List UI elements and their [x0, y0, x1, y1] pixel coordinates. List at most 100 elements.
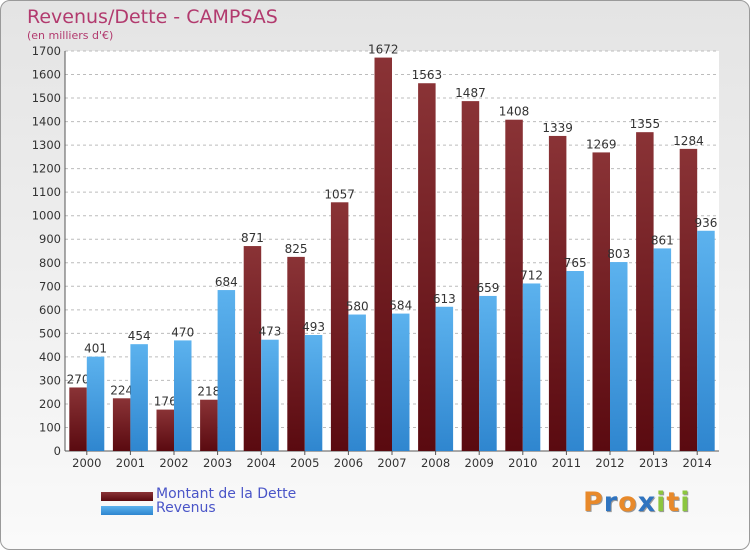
data-label-revenus: 659	[476, 281, 499, 295]
data-label-dette: 1339	[542, 121, 573, 135]
bar-revenus	[435, 306, 454, 451]
data-label-dette: 176	[154, 395, 177, 409]
x-tick-label: 2005	[290, 456, 319, 470]
data-label-dette: 270	[67, 372, 90, 386]
chart-title: Revenus/Dette - CAMPSAS	[27, 6, 278, 28]
bar-dette	[287, 256, 305, 451]
y-tick-label: 800	[39, 256, 61, 270]
x-tick-label: 2012	[595, 456, 624, 470]
bar-dette	[156, 409, 174, 451]
x-tick-label: 2008	[421, 456, 450, 470]
x-tick-label: 2000	[72, 456, 101, 470]
legend-swatch-revenus	[101, 506, 153, 515]
bar-revenus	[522, 283, 541, 451]
bar-dette	[418, 83, 436, 451]
bar-dette	[461, 101, 480, 451]
y-tick-label: 1300	[32, 138, 61, 152]
data-label-revenus: 580	[346, 300, 369, 314]
logo-letter: t	[666, 487, 681, 518]
data-label-dette: 224	[110, 383, 133, 397]
y-tick-label: 1500	[32, 91, 61, 105]
bar-dette	[679, 148, 698, 451]
bar-revenus	[174, 340, 192, 451]
y-tick-label: 1400	[32, 115, 61, 129]
y-tick-label: 200	[39, 397, 61, 411]
x-tick-label: 2007	[377, 456, 406, 470]
y-tick-label: 1000	[32, 209, 61, 223]
data-label-dette: 1672	[368, 43, 399, 57]
data-label-dette: 218	[197, 385, 220, 399]
y-tick-label: 100	[39, 420, 61, 434]
data-label-dette: 1355	[630, 117, 661, 131]
x-tick-label: 2003	[203, 456, 232, 470]
data-label-revenus: 712	[520, 268, 543, 282]
bar-revenus	[261, 339, 279, 451]
bar-revenus	[217, 290, 236, 451]
logo-letter: P	[583, 487, 604, 518]
data-label-revenus: 473	[258, 325, 281, 339]
bar-revenus	[130, 344, 148, 451]
data-label-revenus: 861	[651, 233, 674, 247]
data-label-dette: 1408	[499, 105, 530, 119]
bar-revenus	[348, 314, 366, 451]
legend-label-dette: Montant de la Dette	[156, 486, 297, 502]
bar-revenus	[304, 335, 323, 451]
x-tick-label: 2014	[683, 456, 712, 470]
bar-revenus	[653, 248, 672, 451]
x-tick-label: 2002	[159, 456, 188, 470]
bar-revenus	[610, 262, 628, 451]
bar-dette	[548, 135, 567, 452]
data-label-revenus: 936	[694, 216, 717, 230]
data-label-revenus: 684	[215, 275, 238, 289]
data-label-revenus: 493	[302, 320, 325, 334]
logo-letter: x	[637, 487, 657, 518]
x-tick-label: 2013	[639, 456, 668, 470]
bar-dette	[374, 57, 392, 452]
data-label-dette: 871	[241, 231, 264, 245]
bar-revenus	[566, 271, 584, 451]
data-label-dette: 1269	[586, 137, 617, 151]
y-tick-label: 1700	[32, 44, 61, 58]
bar-revenus	[392, 313, 410, 451]
y-tick-label: 1200	[32, 162, 61, 176]
bar-dette	[505, 119, 523, 452]
data-label-dette: 1057	[324, 187, 355, 201]
bar-revenus	[479, 295, 497, 451]
logo-letter: i	[656, 487, 667, 518]
y-tick-label: 500	[39, 326, 61, 340]
x-tick-label: 2004	[247, 456, 276, 470]
logo-letter: i	[680, 487, 691, 518]
y-tick-label: 600	[39, 303, 61, 317]
chart-subtitle: (en milliers d'€)	[27, 29, 114, 42]
bar-dette	[69, 387, 87, 451]
data-label-dette: 1487	[455, 86, 486, 100]
logo-letter: o	[618, 487, 638, 518]
y-tick-label: 1600	[32, 68, 61, 82]
data-label-revenus: 803	[607, 247, 630, 261]
bar-dette	[330, 202, 349, 451]
legend-swatch-dette	[101, 492, 153, 501]
bar-revenus	[697, 230, 715, 451]
y-tick-label: 1100	[32, 185, 61, 199]
bar-dette	[112, 398, 131, 451]
x-tick-label: 2006	[334, 456, 363, 470]
bar-dette	[636, 132, 654, 452]
logo-letter: r	[603, 487, 619, 518]
data-label-dette: 1563	[412, 68, 443, 82]
data-label-revenus: 470	[171, 325, 194, 339]
y-tick-label: 300	[39, 373, 61, 387]
data-label-revenus: 584	[389, 299, 412, 313]
bar-dette	[200, 399, 218, 451]
bar-dette	[243, 246, 262, 451]
y-tick-label: 0	[54, 444, 61, 458]
legend-label-revenus: Revenus	[156, 500, 216, 516]
proxiti-logo: Proxiti	[583, 487, 691, 518]
y-tick-label: 900	[39, 232, 61, 246]
data-label-dette: 1284	[673, 134, 704, 148]
y-tick-label: 700	[39, 279, 61, 293]
x-tick-label: 2011	[552, 456, 581, 470]
data-label-revenus: 765	[564, 256, 587, 270]
x-tick-label: 2009	[465, 456, 494, 470]
